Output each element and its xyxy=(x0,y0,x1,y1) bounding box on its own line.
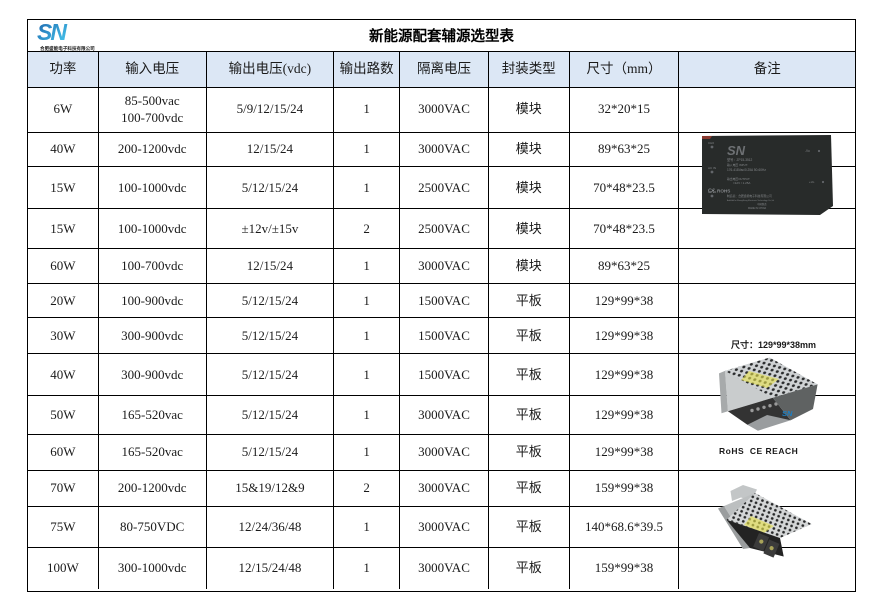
svg-text:SN: SN xyxy=(727,143,746,158)
svg-text:SN: SN xyxy=(782,409,793,418)
svg-text:+Vo: +Vo xyxy=(809,180,815,184)
svg-text:-Vo: -Vo xyxy=(805,149,810,153)
svg-text:Add:HeFei ShengNeng Electronic: Add:HeFei ShengNeng Electronic Technolog… xyxy=(727,199,774,202)
svg-text:ROHS: ROHS xyxy=(717,189,730,194)
svg-text:输入电压 INPUT:: 输入电压 INPUT: xyxy=(727,163,748,167)
svg-text:176-418Vac/0.25A 50-60Hz: 176-418Vac/0.25A 50-60Hz xyxy=(727,168,766,172)
svg-text:AC IN: AC IN xyxy=(708,166,716,170)
svg-text:CH0: CH0 xyxy=(708,141,714,145)
svg-text:中国制造: 中国制造 xyxy=(757,202,767,206)
svg-text:=12V / 1.25A: =12V / 1.25A xyxy=(733,181,750,185)
svg-text:C€: C€ xyxy=(708,189,715,195)
svg-text:制造商：合肥盛能电子科技有限公司: 制造商：合肥盛能电子科技有限公司 xyxy=(727,194,772,198)
svg-text:型号：ZP15-3512: 型号：ZP15-3512 xyxy=(727,157,753,162)
svg-text:MADE IN CHINA: MADE IN CHINA xyxy=(748,207,766,210)
